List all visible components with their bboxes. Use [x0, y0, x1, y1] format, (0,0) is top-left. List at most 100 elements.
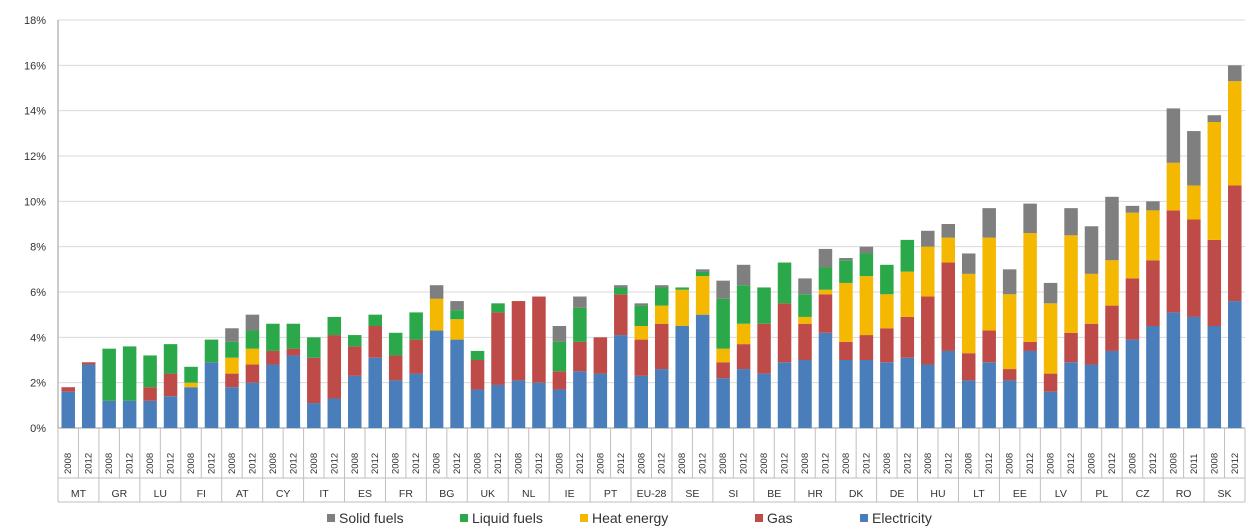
bar-segment [388, 380, 403, 428]
bar-segment [695, 314, 710, 428]
bar-segment [1023, 350, 1037, 428]
bar-segment [245, 364, 260, 383]
x-year-label: 2012 [534, 453, 545, 474]
bar-segment [961, 253, 976, 274]
x-group-label: SI [728, 488, 738, 500]
bar-segment [614, 335, 628, 428]
legend-label: Gas [767, 510, 793, 526]
bar-segment [163, 373, 178, 397]
bar-segment [634, 375, 649, 428]
bar-segment [798, 278, 812, 295]
y-axis: 0% 2% 4% 6% 8% 10% 12% 14% 16% 18% [24, 15, 59, 435]
bar-segment [1023, 341, 1037, 351]
bar-segment [245, 314, 260, 331]
bar-segment [450, 339, 464, 428]
bar-segment [368, 326, 382, 358]
x-year-label: 2012 [84, 453, 95, 474]
bar-segment [634, 303, 649, 306]
x-year-label: 2008 [1127, 453, 1138, 474]
bar-segment [1043, 391, 1058, 428]
bar-segment [675, 287, 689, 290]
bar-segment [573, 307, 587, 342]
bar-segment [1146, 201, 1160, 211]
bar-segment [184, 366, 198, 383]
bar-segment [654, 305, 669, 324]
bar-segment [1187, 185, 1201, 220]
bar-segment [1043, 373, 1058, 392]
y-tick-label: 6% [30, 287, 46, 299]
x-year-label: 2008 [554, 453, 565, 474]
bar-segment [245, 382, 260, 428]
bar-segment [1023, 233, 1037, 342]
x-year-label: 2012 [780, 453, 791, 474]
bar-segment [450, 319, 464, 340]
x-year-label: 2008 [841, 453, 852, 474]
bar-segment [1002, 269, 1017, 295]
bar-segment [941, 350, 956, 428]
x-group-label: FI [197, 488, 206, 500]
x-year-label: 2008 [145, 453, 156, 474]
bar-segment [1125, 212, 1140, 279]
bar-segment [798, 294, 812, 317]
bar-segment [61, 391, 75, 428]
x-group-label: HU [930, 488, 945, 500]
bar-segment [429, 298, 444, 331]
x-group-label: LU [154, 488, 167, 500]
x-year-label: 2008 [309, 453, 320, 474]
bar-segment [1043, 282, 1058, 304]
bar-segment [1228, 65, 1242, 82]
bar-segment [736, 369, 751, 428]
bar-segment [614, 285, 628, 288]
bar-segment [204, 339, 219, 363]
bar-segment [716, 378, 730, 428]
x-year-label: 2012 [370, 453, 381, 474]
bar-segment [839, 282, 853, 342]
x-year-label: 2008 [391, 453, 402, 474]
bar-segment [859, 246, 874, 254]
bar-segment [1105, 305, 1119, 351]
bar-segment [675, 326, 689, 428]
bar-segment [593, 337, 608, 374]
x-group-label: CZ [1136, 488, 1151, 500]
x-year-label: 2012 [288, 453, 299, 474]
bar-segment [1064, 362, 1078, 428]
bar-segment [511, 380, 526, 428]
x-group-label: DE [890, 488, 905, 500]
bar-segment [695, 269, 710, 272]
bar-segment [163, 344, 178, 374]
bar-segment [307, 337, 321, 358]
bar-segment [491, 303, 505, 313]
bar-segment [266, 350, 280, 365]
y-tick-label: 0% [30, 423, 46, 435]
x-year-label: 2012 [247, 453, 258, 474]
bar-segment [245, 330, 260, 349]
x-group-label: HR [808, 488, 824, 500]
bar-segment [1207, 115, 1222, 122]
bar-segment [1084, 364, 1099, 428]
legend: Solid fuels Liquid fuels Heat energy Gas Ele… [327, 510, 932, 526]
x-year-label: 2008 [513, 453, 524, 474]
bar-segment [1084, 323, 1099, 365]
bar-segment [225, 357, 239, 374]
bar-segment [961, 380, 976, 428]
bar-segment [839, 360, 853, 428]
x-year-label: 2008 [964, 453, 975, 474]
x-group-label: LV [1055, 488, 1067, 500]
bar-segment [245, 348, 260, 365]
bar-segment [777, 303, 792, 363]
bar-segment [81, 362, 96, 365]
y-tick-label: 8% [30, 242, 46, 254]
bar-segment [736, 264, 751, 286]
x-year-label: 2008 [923, 453, 934, 474]
bar-segment [143, 400, 157, 428]
bar-segment [409, 373, 423, 428]
bar-segment [470, 389, 485, 428]
bar-segment [184, 387, 198, 428]
x-group-label: NL [522, 488, 536, 500]
bar-segment [982, 362, 996, 428]
bar-segment [921, 230, 935, 247]
bar-segment [1064, 208, 1078, 236]
x-year-label: 2008 [473, 453, 484, 474]
x-year-label: 2012 [861, 453, 872, 474]
bar-segment [286, 323, 301, 349]
